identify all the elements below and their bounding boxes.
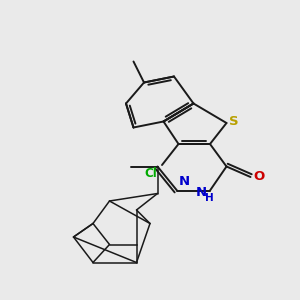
Text: Cl: Cl [145,167,158,180]
Text: O: O [253,170,264,184]
Text: H: H [205,193,214,203]
Text: S: S [229,115,238,128]
Text: N: N [178,176,190,188]
Text: N: N [195,185,206,199]
